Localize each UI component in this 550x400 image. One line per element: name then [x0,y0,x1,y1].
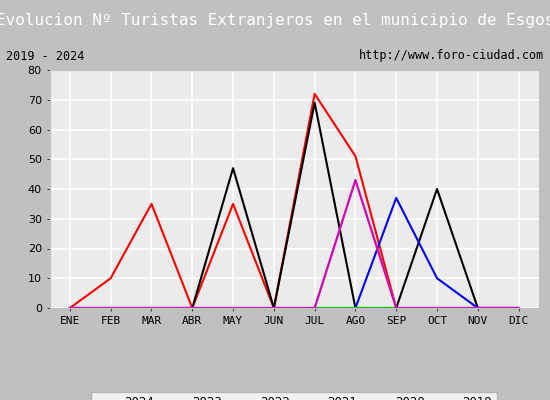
Text: http://www.foro-ciudad.com: http://www.foro-ciudad.com [359,50,544,62]
Text: 2019 - 2024: 2019 - 2024 [6,50,84,62]
Text: Evolucion Nº Turistas Extranjeros en el municipio de Esgos: Evolucion Nº Turistas Extranjeros en el … [0,14,550,28]
Legend: 2024, 2023, 2022, 2021, 2020, 2019: 2024, 2023, 2022, 2021, 2020, 2019 [91,392,497,400]
